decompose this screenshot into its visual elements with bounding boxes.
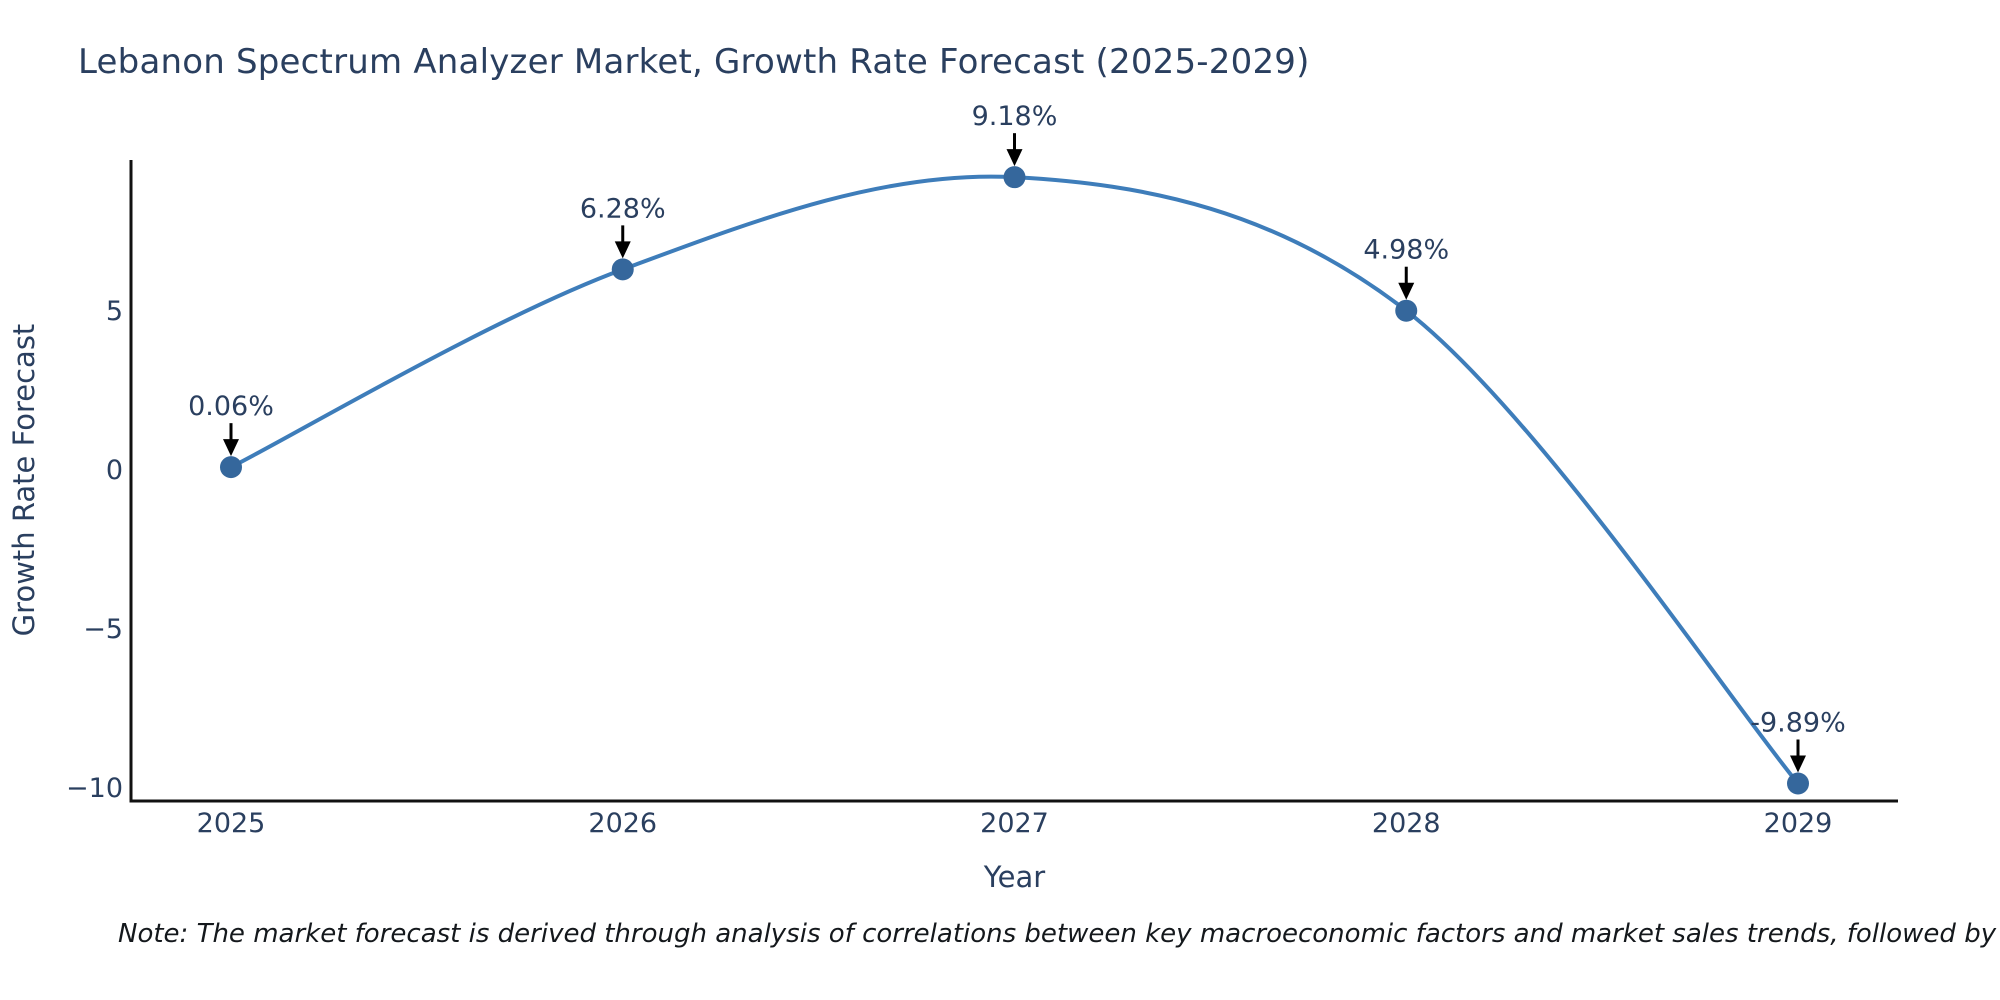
data-point[interactable] xyxy=(1395,299,1418,322)
data-point[interactable] xyxy=(1787,772,1809,795)
x-tick-label: 2025 xyxy=(197,808,266,839)
x-tick-label: 2026 xyxy=(588,808,657,839)
annotation-label: 4.98% xyxy=(1363,235,1449,266)
y-axis-title: Growth Rate Forecast xyxy=(7,324,41,637)
annotation-label: 6.28% xyxy=(580,193,666,224)
annotation-label: 9.18% xyxy=(972,101,1058,132)
data-point[interactable] xyxy=(1003,166,1026,189)
annotation-arrowhead xyxy=(1790,755,1806,773)
y-tick-label: −10 xyxy=(66,773,123,804)
annotation-label: -9.89% xyxy=(1750,708,1846,739)
annotation-arrowhead xyxy=(1398,282,1415,300)
methodology-note: Note: The market forecast is derived thr… xyxy=(118,919,2000,949)
annotation-label: 0.06% xyxy=(188,391,274,422)
x-tick-label: 2027 xyxy=(980,808,1049,839)
chart-title: Lebanon Spectrum Analyzer Market, Growth… xyxy=(78,42,1310,82)
x-axis-title: Year xyxy=(983,860,1045,894)
annotation-arrowhead xyxy=(223,439,239,457)
x-tick-label: 2029 xyxy=(1764,808,1833,839)
data-point[interactable] xyxy=(220,456,242,479)
series-line xyxy=(229,174,1800,786)
annotation-arrowhead xyxy=(1006,149,1023,167)
y-tick-label: 0 xyxy=(106,455,123,486)
data-point[interactable] xyxy=(611,258,634,281)
y-tick-label: −5 xyxy=(83,614,123,645)
x-tick-label: 2028 xyxy=(1372,808,1441,839)
y-tick-label: 5 xyxy=(106,296,123,327)
annotation-arrowhead xyxy=(614,241,631,259)
